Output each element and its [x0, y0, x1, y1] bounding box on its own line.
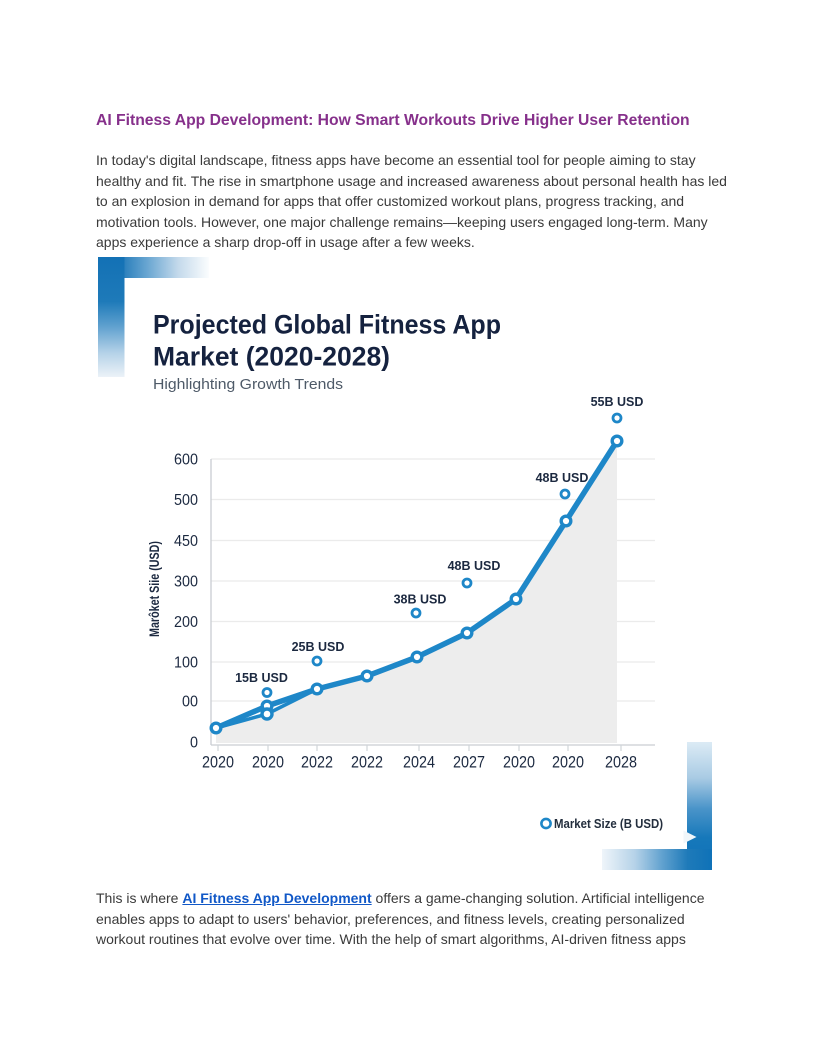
- svg-text:Marôket Siie (USD): Marôket Siie (USD): [147, 541, 162, 637]
- svg-text:2020: 2020: [252, 753, 284, 772]
- svg-text:600: 600: [174, 452, 198, 469]
- svg-text:100: 100: [174, 655, 198, 672]
- svg-text:2022: 2022: [351, 753, 383, 772]
- svg-text:48B USD: 48B USD: [536, 471, 589, 485]
- svg-text:500: 500: [174, 492, 198, 509]
- svg-text:48B USD: 48B USD: [448, 559, 501, 573]
- svg-text:25B USD: 25B USD: [292, 640, 345, 654]
- svg-text:2020: 2020: [552, 753, 584, 772]
- svg-text:Highlighting Growth Trends: Highlighting Growth Trends: [153, 376, 343, 393]
- svg-text:2022: 2022: [301, 753, 333, 772]
- svg-text:200: 200: [174, 614, 198, 631]
- svg-text:15B USD: 15B USD: [235, 671, 288, 685]
- svg-text:2020: 2020: [202, 753, 234, 772]
- svg-text:2028: 2028: [605, 753, 637, 772]
- svg-text:Market (2020-2028): Market (2020-2028): [153, 342, 390, 372]
- svg-text:00: 00: [182, 694, 198, 711]
- svg-text:55B USD: 55B USD: [591, 395, 644, 409]
- svg-text:450: 450: [174, 533, 198, 550]
- svg-text:2024: 2024: [403, 753, 435, 772]
- svg-text:38B USD: 38B USD: [394, 593, 447, 607]
- svg-text:0: 0: [190, 735, 198, 752]
- svg-text:Market Size (B USD): Market Size (B USD): [554, 816, 663, 831]
- svg-text:2027: 2027: [453, 753, 485, 772]
- svg-text:Projected Global Fitness App: Projected Global Fitness App: [153, 310, 501, 340]
- svg-text:2020: 2020: [503, 753, 535, 772]
- svg-text:300: 300: [174, 574, 198, 591]
